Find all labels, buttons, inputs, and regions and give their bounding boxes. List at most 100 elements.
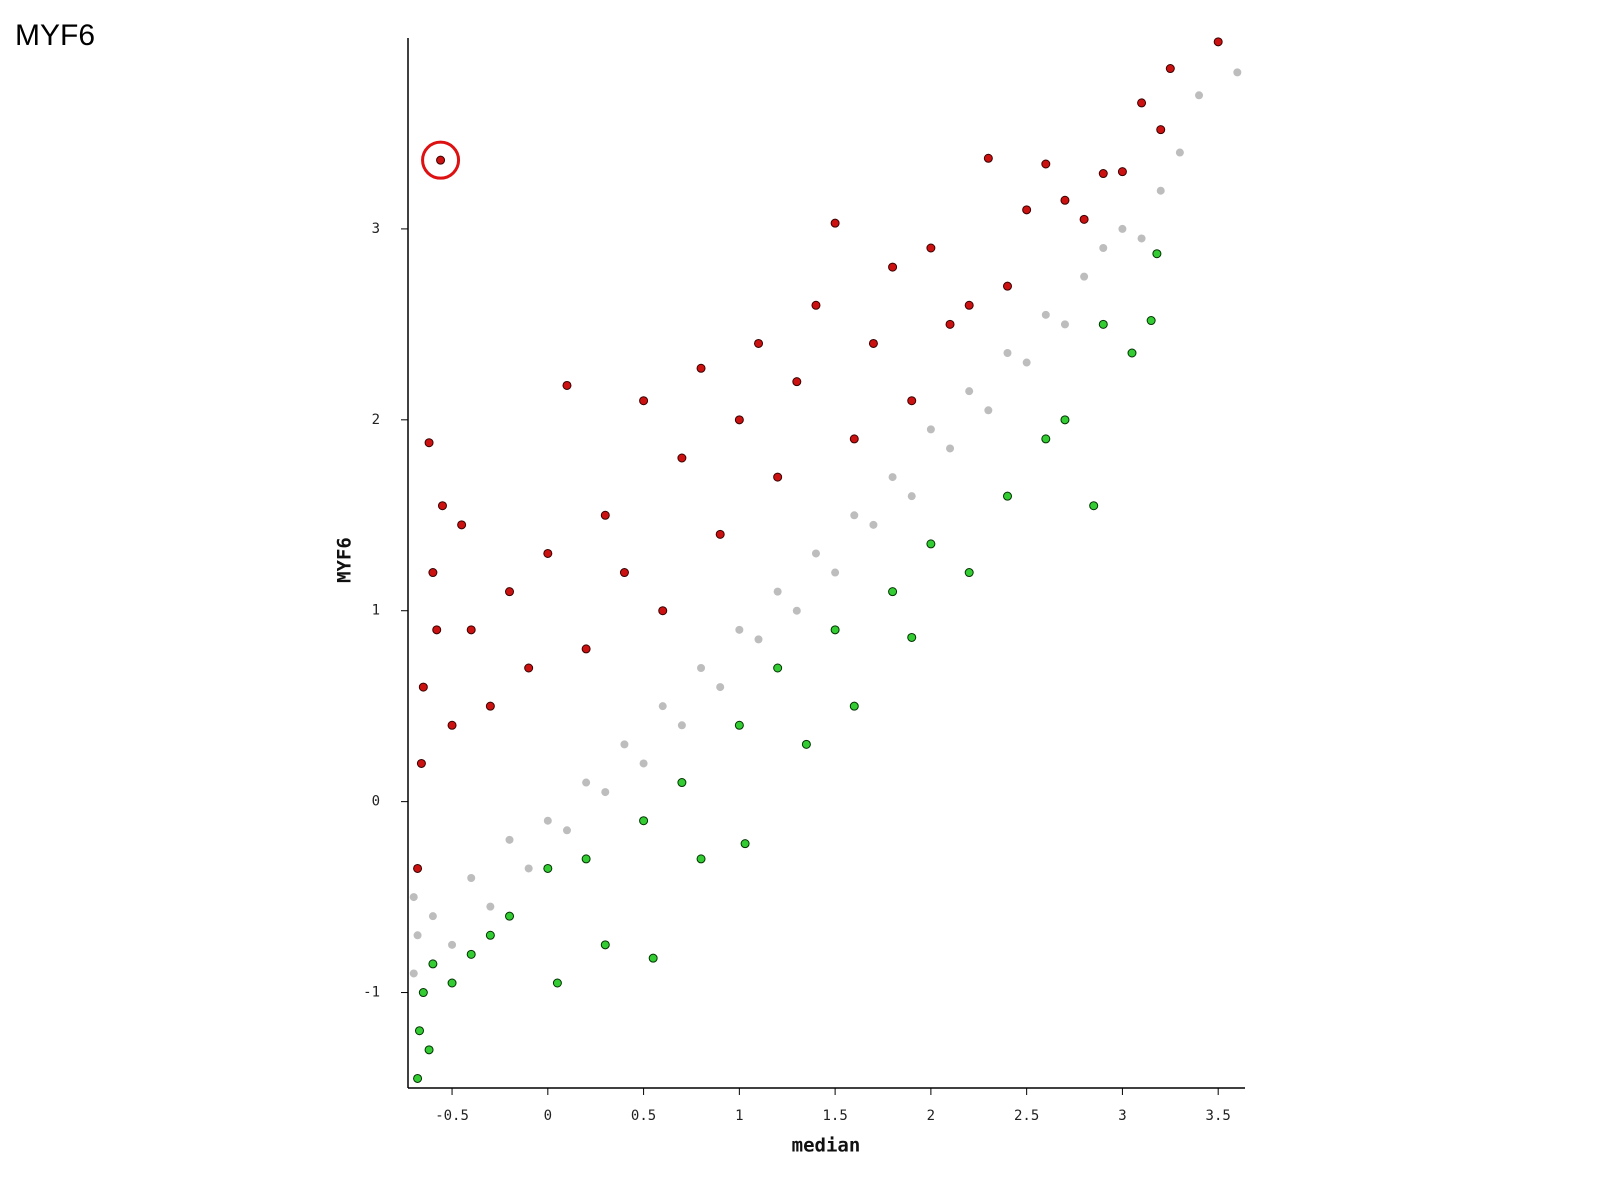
point bbox=[811, 300, 821, 310]
point bbox=[888, 262, 898, 272]
point bbox=[964, 568, 974, 578]
point bbox=[907, 632, 917, 642]
point bbox=[773, 663, 783, 673]
point bbox=[811, 549, 820, 558]
point bbox=[658, 702, 667, 711]
point bbox=[416, 758, 426, 768]
point bbox=[409, 969, 418, 978]
point bbox=[983, 153, 993, 163]
point bbox=[849, 701, 859, 711]
point bbox=[648, 953, 658, 963]
point bbox=[658, 606, 668, 616]
point bbox=[696, 363, 706, 373]
x-tick-label: 2.5 bbox=[1014, 1108, 1039, 1124]
point bbox=[926, 539, 936, 549]
point bbox=[448, 940, 457, 949]
point bbox=[926, 425, 935, 434]
point bbox=[831, 568, 840, 577]
point bbox=[467, 874, 476, 882]
point bbox=[830, 625, 840, 635]
point bbox=[466, 949, 476, 959]
x-tick-label: 2 bbox=[927, 1108, 935, 1124]
point bbox=[413, 863, 423, 873]
point bbox=[1127, 348, 1137, 358]
point bbox=[1117, 167, 1127, 177]
point bbox=[436, 155, 446, 165]
point bbox=[428, 959, 438, 969]
point bbox=[734, 415, 744, 425]
x-tick-label: 1.5 bbox=[822, 1108, 847, 1124]
point bbox=[428, 912, 437, 921]
point bbox=[801, 739, 811, 749]
point bbox=[562, 380, 572, 390]
point bbox=[1118, 224, 1127, 233]
point bbox=[716, 683, 725, 692]
point bbox=[1137, 98, 1147, 108]
point bbox=[1098, 319, 1108, 329]
point bbox=[1041, 434, 1051, 444]
point bbox=[581, 644, 591, 654]
point bbox=[639, 759, 648, 768]
point bbox=[773, 472, 783, 482]
point bbox=[581, 854, 591, 864]
point bbox=[486, 902, 495, 911]
point bbox=[485, 930, 495, 940]
point bbox=[1060, 415, 1070, 425]
point bbox=[1002, 281, 1012, 291]
point bbox=[677, 721, 686, 730]
point bbox=[437, 501, 447, 511]
point bbox=[620, 740, 629, 749]
point bbox=[735, 625, 744, 634]
point bbox=[734, 720, 744, 730]
point bbox=[1060, 195, 1070, 205]
point bbox=[505, 835, 514, 844]
x-tick-label: 3.5 bbox=[1206, 1108, 1231, 1124]
point bbox=[418, 682, 428, 692]
point bbox=[418, 988, 428, 998]
point bbox=[1022, 358, 1031, 367]
y-tick-label: 1 bbox=[372, 603, 380, 619]
point bbox=[562, 826, 571, 835]
point bbox=[677, 778, 687, 788]
x-tick-label: 1 bbox=[735, 1108, 743, 1124]
point bbox=[485, 701, 495, 711]
point bbox=[447, 978, 457, 988]
point bbox=[543, 816, 552, 825]
point bbox=[1099, 244, 1108, 252]
point bbox=[1156, 125, 1166, 135]
point bbox=[1098, 169, 1108, 179]
point bbox=[1002, 491, 1012, 501]
point bbox=[964, 300, 974, 310]
point bbox=[1041, 310, 1050, 319]
point bbox=[1146, 316, 1156, 326]
point bbox=[945, 319, 955, 329]
point bbox=[1156, 186, 1165, 195]
x-axis-label: median bbox=[792, 1135, 861, 1157]
point bbox=[524, 864, 533, 873]
point bbox=[696, 854, 706, 864]
x-tick-label: -0.5 bbox=[435, 1108, 469, 1124]
point bbox=[697, 664, 706, 672]
point bbox=[1089, 501, 1099, 511]
y-tick-label: 0 bbox=[372, 794, 380, 810]
point bbox=[1233, 68, 1242, 77]
point bbox=[1003, 349, 1012, 357]
point bbox=[505, 911, 515, 921]
x-tick-label: 3 bbox=[1118, 1108, 1126, 1124]
point bbox=[414, 1026, 424, 1036]
point bbox=[830, 218, 840, 228]
point bbox=[792, 377, 802, 387]
point bbox=[413, 931, 422, 940]
point bbox=[524, 663, 534, 673]
point bbox=[432, 625, 442, 635]
point bbox=[1175, 148, 1184, 157]
y-tick-label: 2 bbox=[372, 412, 380, 428]
point bbox=[754, 635, 763, 644]
point bbox=[1041, 159, 1051, 169]
point bbox=[677, 453, 687, 463]
point bbox=[849, 434, 859, 444]
x-tick-label: 0.5 bbox=[631, 1108, 656, 1124]
point bbox=[1165, 64, 1175, 74]
